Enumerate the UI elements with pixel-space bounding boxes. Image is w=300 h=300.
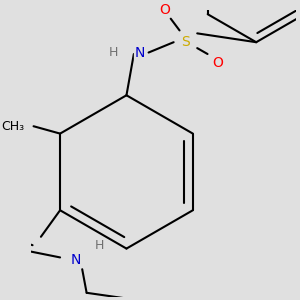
Text: H: H bbox=[95, 239, 105, 252]
Text: N: N bbox=[134, 46, 145, 59]
Text: O: O bbox=[159, 3, 170, 17]
Text: N: N bbox=[71, 254, 82, 267]
Text: H: H bbox=[109, 46, 118, 59]
Text: S: S bbox=[181, 35, 190, 49]
Text: O: O bbox=[212, 56, 223, 70]
Text: CH₃: CH₃ bbox=[2, 120, 25, 133]
